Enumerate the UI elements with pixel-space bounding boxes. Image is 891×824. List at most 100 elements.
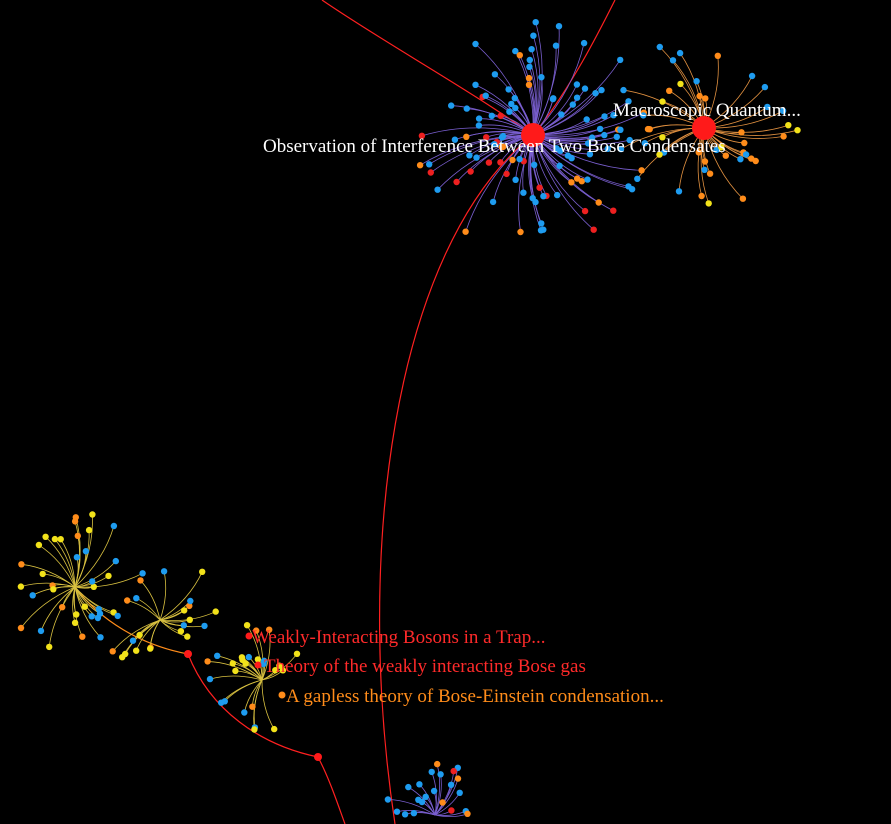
macroscopic-cluster-node[interactable]	[718, 144, 725, 151]
left-cluster-node[interactable]	[17, 583, 25, 590]
interference-cluster-node[interactable]	[592, 90, 599, 97]
left-cluster-node[interactable]	[110, 522, 118, 530]
left-cluster-node[interactable]	[42, 533, 49, 540]
interference-cluster-node[interactable]	[488, 112, 495, 120]
macroscopic-cluster-node[interactable]	[714, 52, 721, 59]
weakly-cluster-node[interactable]	[242, 660, 249, 667]
interference-cluster-node[interactable]	[526, 56, 533, 64]
interference-cluster-node[interactable]	[509, 156, 516, 164]
lower-left-cluster-node[interactable]	[136, 631, 143, 639]
interference-cluster-node[interactable]	[448, 102, 455, 109]
left-cluster-node[interactable]	[94, 614, 102, 622]
interference-cluster-node[interactable]	[520, 189, 527, 196]
weakly-cluster-node[interactable]	[251, 726, 258, 733]
interference-cluster-node[interactable]	[517, 228, 524, 236]
macroscopic-cluster-node[interactable]	[676, 49, 684, 57]
bottom-cluster-node[interactable]	[410, 810, 418, 817]
macroscopic-cluster-node[interactable]	[702, 95, 709, 102]
bottom-cluster-node[interactable]	[450, 767, 457, 775]
lower-left-cluster-node[interactable]	[180, 622, 187, 629]
interference-cluster-node[interactable]	[638, 167, 645, 174]
interference-cluster-node[interactable]	[453, 178, 460, 186]
macroscopic-cluster-node[interactable]	[742, 151, 750, 158]
bottom-cluster-node[interactable]	[456, 789, 463, 796]
node-weakly-trap[interactable]	[245, 632, 253, 640]
lower-left-cluster-node[interactable]	[133, 595, 140, 602]
bottom-cluster-node[interactable]	[437, 771, 444, 778]
interference-cluster-node[interactable]	[604, 145, 611, 152]
interference-cluster-node[interactable]	[472, 40, 479, 48]
interference-cluster-node[interactable]	[574, 175, 581, 182]
interference-cluster-node[interactable]	[530, 32, 537, 39]
interference-cluster-node[interactable]	[531, 161, 538, 168]
lower-left-cluster-node[interactable]	[137, 577, 144, 584]
interference-cluster-node[interactable]	[540, 193, 547, 200]
interference-cluster-node[interactable]	[491, 71, 499, 78]
bottom-cluster-node[interactable]	[405, 783, 412, 791]
left-cluster-node[interactable]	[71, 619, 79, 626]
weakly-cluster-node[interactable]	[243, 622, 251, 629]
interference-cluster-node[interactable]	[466, 152, 473, 159]
left-cluster-node[interactable]	[72, 514, 80, 521]
interference-cluster-node[interactable]	[426, 161, 433, 168]
interference-cluster-node[interactable]	[588, 134, 596, 141]
left-cluster-node[interactable]	[105, 572, 112, 580]
interference-cluster-node[interactable]	[569, 101, 576, 108]
interference-cluster-node[interactable]	[451, 136, 459, 143]
interference-cluster-node[interactable]	[613, 133, 620, 141]
interference-cluster-node[interactable]	[573, 81, 581, 88]
interference-cluster-node[interactable]	[555, 23, 563, 30]
weakly-cluster-node[interactable]	[204, 658, 211, 665]
interference-cluster-node[interactable]	[512, 176, 519, 183]
lower-left-cluster-node[interactable]	[129, 637, 137, 644]
label-weakly-trap[interactable]: Weakly-Interacting Bosons in a Trap...	[252, 627, 545, 648]
interference-cluster-node[interactable]	[601, 131, 608, 139]
macroscopic-cluster-node[interactable]	[752, 157, 759, 165]
interference-cluster-node[interactable]	[491, 141, 498, 148]
macroscopic-cluster-node[interactable]	[675, 188, 683, 195]
interference-cluster-node[interactable]	[489, 198, 497, 206]
interference-cluster-node[interactable]	[586, 151, 594, 158]
macroscopic-cluster-node[interactable]	[634, 175, 641, 182]
hub-interference[interactable]	[521, 123, 545, 147]
bottom-cluster-node[interactable]	[454, 775, 462, 782]
label-interference[interactable]: Observation of Interference Between Two …	[263, 136, 726, 157]
interference-cluster-node[interactable]	[463, 133, 470, 140]
left-cluster-node[interactable]	[139, 570, 146, 577]
interference-cluster-node[interactable]	[416, 162, 424, 169]
node-lower-chain[interactable]	[314, 753, 322, 761]
lower-left-cluster-node[interactable]	[109, 648, 116, 655]
bottom-cluster-node[interactable]	[384, 796, 392, 803]
hub-lower-left[interactable]	[184, 650, 192, 658]
interference-cluster-node[interactable]	[506, 108, 513, 115]
interference-cluster-node[interactable]	[584, 140, 592, 147]
interference-cluster-node[interactable]	[525, 74, 533, 82]
interference-cluster-node[interactable]	[626, 136, 633, 144]
interference-cluster-node[interactable]	[473, 154, 480, 161]
left-cluster-node[interactable]	[35, 541, 43, 549]
weakly-cluster-node[interactable]	[221, 698, 228, 705]
macroscopic-cluster-node[interactable]	[617, 145, 625, 153]
lower-left-cluster-node[interactable]	[186, 602, 193, 610]
macroscopic-cluster-node[interactable]	[656, 43, 663, 51]
node-gapless[interactable]	[278, 691, 286, 699]
bottom-cluster-node[interactable]	[430, 787, 438, 795]
weakly-cluster-node[interactable]	[254, 656, 262, 663]
weakly-cluster-node[interactable]	[266, 626, 273, 633]
interference-cluster-node[interactable]	[580, 39, 588, 47]
lower-left-cluster-node[interactable]	[147, 645, 154, 652]
interference-cluster-node[interactable]	[625, 98, 632, 105]
macroscopic-cluster-node[interactable]	[693, 78, 700, 85]
weakly-cluster-node[interactable]	[293, 650, 301, 657]
interference-cluster-node[interactable]	[557, 147, 564, 154]
left-cluster-node[interactable]	[85, 526, 93, 534]
macroscopic-cluster-node[interactable]	[713, 146, 720, 154]
label-weakly-gas[interactable]: Theory of the weakly interacting Bose ga…	[264, 656, 586, 677]
weakly-cluster-node[interactable]	[245, 653, 252, 661]
lower-left-cluster-node[interactable]	[184, 633, 191, 640]
interference-cluster-node[interactable]	[508, 100, 515, 108]
lower-left-cluster-node[interactable]	[212, 608, 219, 615]
hub-macroscopic[interactable]	[692, 116, 716, 140]
macroscopic-cluster-node[interactable]	[641, 140, 648, 147]
weakly-cluster-node[interactable]	[272, 667, 279, 674]
